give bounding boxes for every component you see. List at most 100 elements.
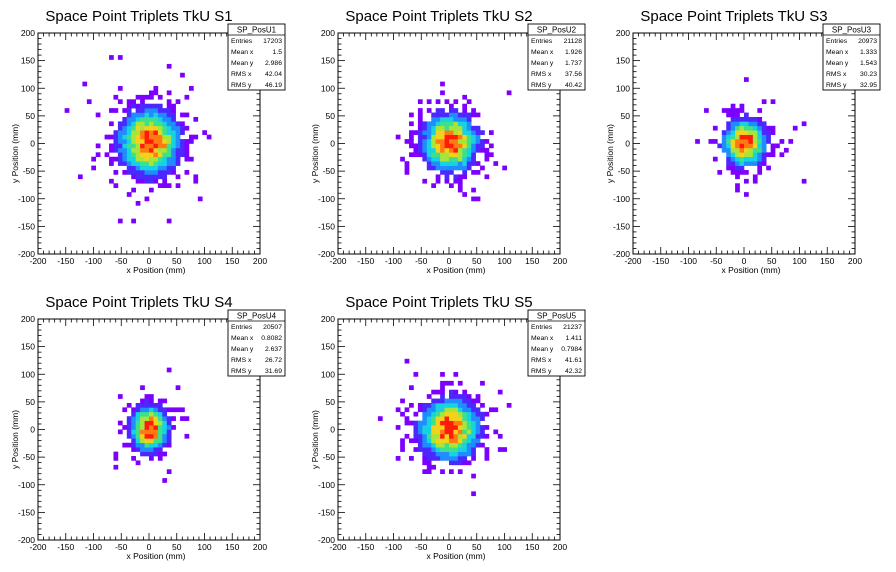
heatmap-cell bbox=[122, 139, 128, 144]
heatmap-cell bbox=[453, 178, 459, 184]
x-tick-label: 200 bbox=[253, 256, 267, 266]
heatmap-cell bbox=[171, 116, 176, 122]
heatmap-cell bbox=[166, 112, 172, 118]
heatmap-cell bbox=[131, 99, 136, 105]
heatmap-cell bbox=[444, 402, 450, 408]
heatmap-cell bbox=[144, 447, 150, 452]
x-tick-label: 150 bbox=[225, 542, 239, 552]
heatmap-cell bbox=[457, 161, 463, 166]
y-tick-label: -200 bbox=[18, 249, 35, 259]
x-tick-label: 200 bbox=[553, 256, 567, 266]
heatmap-cell bbox=[422, 402, 428, 408]
heatmap-cell bbox=[144, 429, 150, 435]
y-tick-label: -150 bbox=[318, 507, 335, 517]
heatmap-cell bbox=[444, 134, 450, 140]
heatmap-cell bbox=[726, 165, 731, 171]
heatmap-cell bbox=[435, 416, 441, 421]
heatmap-cell bbox=[153, 161, 159, 166]
heatmap-cell bbox=[444, 170, 450, 175]
heatmap-cell bbox=[449, 156, 454, 162]
stats-row-label: Mean y bbox=[826, 60, 849, 67]
heatmap-cell bbox=[431, 143, 436, 149]
heatmap-cell bbox=[122, 407, 128, 413]
heatmap-cell bbox=[180, 416, 185, 421]
heatmap-cell bbox=[126, 125, 132, 131]
y-axis-label: y Position (mm) bbox=[310, 124, 320, 183]
heatmap-cell bbox=[117, 156, 123, 162]
heatmap-cell bbox=[171, 416, 176, 421]
stats-row-value: 0.7984 bbox=[561, 346, 582, 353]
heatmap-cell bbox=[739, 161, 745, 166]
histogram-panel-4: Space Point Triplets TkU S4 -200 -150 -100 -… bbox=[10, 294, 286, 561]
heatmap-cell bbox=[480, 429, 485, 435]
heatmap-cell bbox=[475, 139, 481, 144]
heatmap-cell bbox=[739, 130, 745, 135]
y-tick-label: 100 bbox=[321, 369, 335, 379]
heatmap-cell bbox=[417, 447, 423, 452]
heatmap-cell bbox=[131, 187, 136, 193]
heatmap-cell bbox=[162, 416, 168, 421]
heatmap-cell bbox=[471, 147, 476, 153]
heatmap-cell bbox=[149, 161, 154, 166]
heatmap-cell bbox=[135, 112, 141, 118]
heatmap-cell bbox=[726, 134, 731, 140]
heatmap-cell bbox=[444, 116, 450, 122]
heatmap-cell bbox=[493, 429, 499, 435]
heatmap-cell bbox=[462, 174, 468, 180]
heatmap-cell bbox=[462, 411, 468, 417]
heatmap-cell bbox=[431, 416, 436, 421]
heatmap-cell bbox=[413, 411, 419, 417]
heatmap-cell bbox=[126, 161, 132, 166]
heatmap-cell bbox=[444, 139, 450, 144]
heatmap-cell bbox=[779, 139, 785, 144]
heatmap-cell bbox=[166, 147, 172, 153]
heatmap-cell bbox=[457, 139, 463, 144]
heatmap-cell bbox=[744, 178, 749, 184]
heatmap-cell bbox=[113, 183, 119, 188]
heatmap-cell bbox=[409, 438, 414, 444]
heatmap-cell bbox=[440, 152, 445, 158]
heatmap-cell bbox=[153, 411, 159, 417]
heatmap-cell bbox=[721, 139, 727, 144]
heatmap-cell bbox=[149, 152, 154, 158]
heatmap-cell bbox=[444, 143, 450, 149]
heatmap-cell bbox=[162, 112, 168, 118]
heatmap-cell bbox=[144, 152, 150, 158]
heatmap-cell bbox=[426, 108, 432, 113]
heatmap-cell bbox=[462, 433, 468, 439]
heatmap-cell bbox=[193, 116, 199, 122]
heatmap-cell bbox=[444, 178, 450, 184]
heatmap-cell bbox=[122, 121, 128, 127]
heatmap-cell bbox=[166, 420, 172, 426]
heatmap-cell bbox=[457, 402, 463, 408]
heatmap-cell bbox=[135, 442, 141, 448]
heatmap-cell bbox=[162, 143, 168, 149]
heatmap-cell bbox=[400, 438, 405, 444]
heatmap-cell bbox=[426, 433, 432, 439]
heatmap-cell bbox=[735, 156, 740, 162]
heatmap-cell bbox=[140, 402, 145, 408]
heatmap-cell bbox=[462, 425, 468, 430]
heatmap-cell bbox=[149, 130, 154, 135]
heatmap-cell bbox=[175, 183, 181, 188]
heatmap-cell bbox=[462, 125, 468, 131]
heatmap-cell bbox=[377, 416, 383, 421]
y-tick-label: 0 bbox=[30, 139, 35, 149]
heatmap-cell bbox=[409, 134, 414, 140]
heatmap-cell bbox=[140, 442, 145, 448]
heatmap-cell bbox=[117, 121, 123, 127]
heatmap-cell bbox=[462, 456, 468, 461]
heatmap-cell bbox=[171, 108, 176, 113]
heatmap-cell bbox=[440, 147, 445, 153]
heatmap-cell bbox=[117, 99, 123, 105]
x-axis-label: x Position (mm) bbox=[126, 551, 185, 561]
heatmap-cell bbox=[435, 99, 441, 105]
heatmap-cell bbox=[417, 134, 423, 140]
heatmap-cell bbox=[86, 99, 92, 105]
x-tick-label: 100 bbox=[497, 542, 511, 552]
heatmap-cell bbox=[462, 134, 468, 140]
heatmap-cell bbox=[131, 152, 136, 158]
heatmap-cell bbox=[417, 139, 423, 144]
heatmap-cell bbox=[748, 139, 754, 144]
heatmap-cell bbox=[162, 178, 168, 184]
